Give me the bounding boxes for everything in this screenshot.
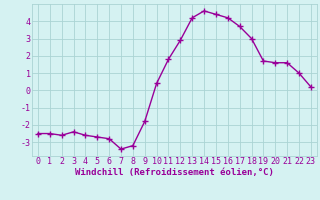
- X-axis label: Windchill (Refroidissement éolien,°C): Windchill (Refroidissement éolien,°C): [75, 168, 274, 177]
